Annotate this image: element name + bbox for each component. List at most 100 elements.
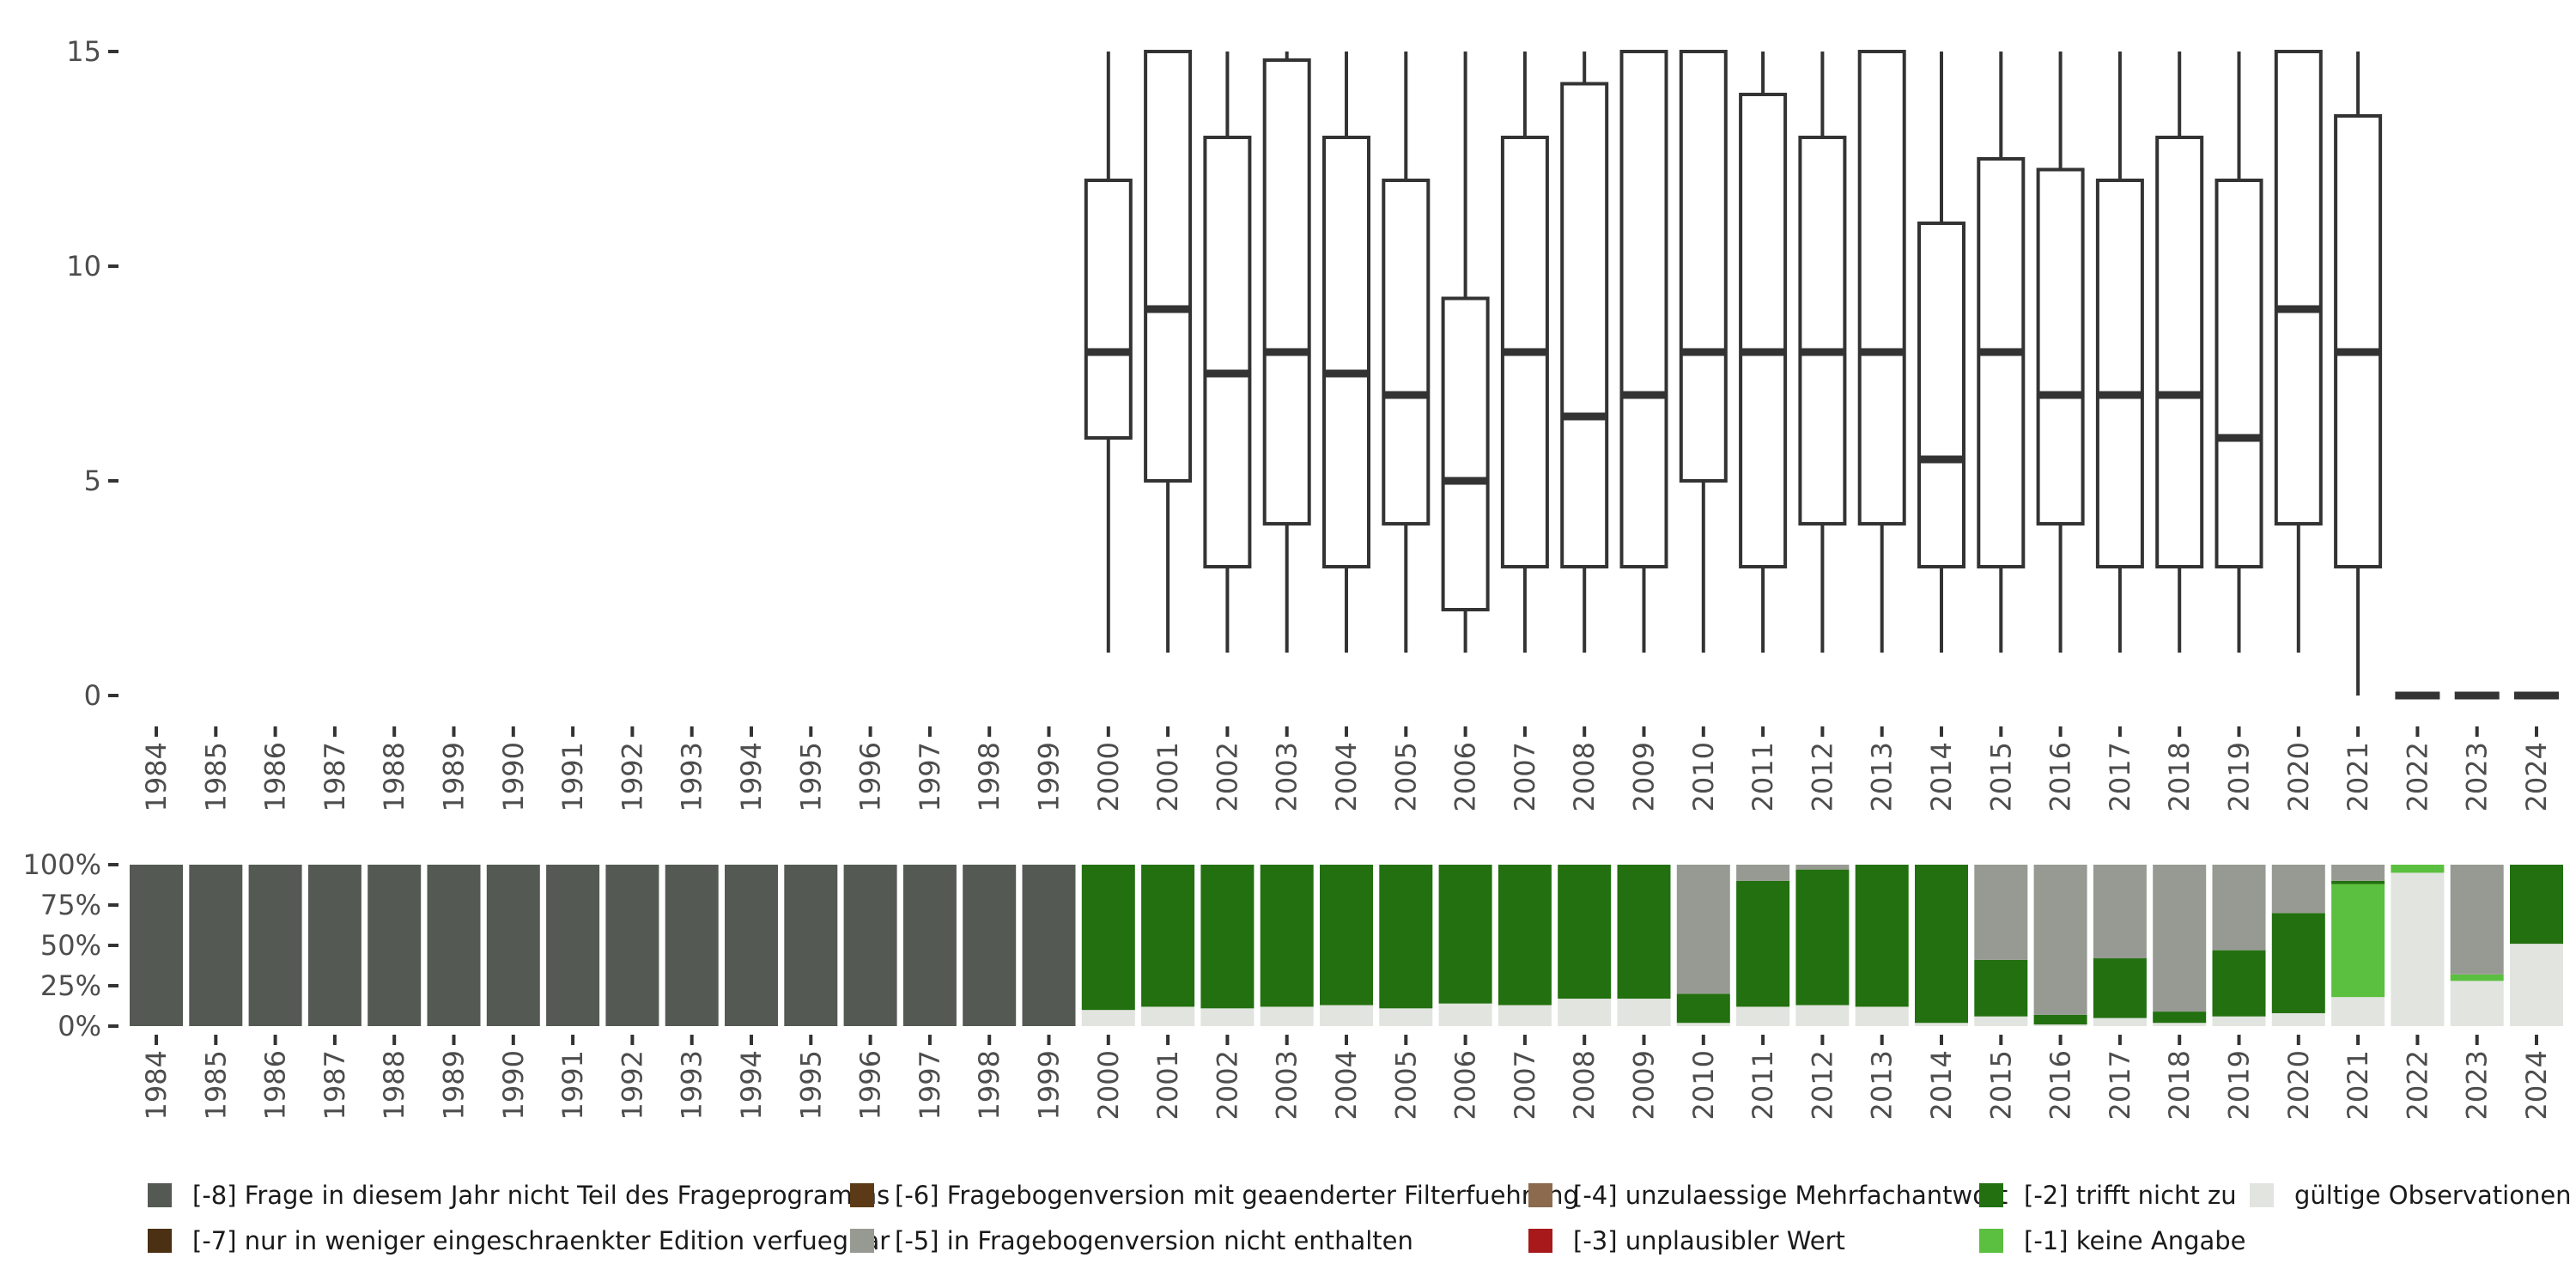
boxplot-x-tick-label: 1993 bbox=[676, 742, 708, 811]
legend-item: [-2] trifft nicht zu bbox=[1979, 1181, 2237, 1210]
bar-segment-2023-m1 bbox=[2450, 974, 2504, 981]
bar-segment-1997-m8 bbox=[902, 865, 957, 1026]
bar-segment-2023-m5 bbox=[2450, 865, 2504, 975]
bar-x-tick-label: 2010 bbox=[1687, 1050, 1720, 1120]
boxplot-x-tick-label: 2023 bbox=[2461, 742, 2494, 811]
boxplot-x-tick-label: 1987 bbox=[319, 742, 351, 811]
bar-segment-2015-m5 bbox=[1974, 865, 2028, 960]
bar-x-tick-label: 2023 bbox=[2461, 1050, 2494, 1120]
bar-segment-1998-m8 bbox=[963, 865, 1017, 1026]
box-iqr bbox=[1441, 296, 1490, 611]
bar-segment-2015-m2 bbox=[1974, 959, 2028, 1017]
boxplot-x-tick-label: 1989 bbox=[438, 742, 471, 811]
box-iqr bbox=[1619, 50, 1668, 568]
boxplot-x-tick-label: 2016 bbox=[2044, 742, 2077, 811]
boxplot-x-tick-label: 1994 bbox=[735, 742, 768, 811]
box-2006 bbox=[1441, 52, 1490, 653]
bar-y-tick-label: 0% bbox=[58, 1010, 101, 1042]
legend-label: [-3] unplausibler Wert bbox=[1573, 1226, 1845, 1255]
box-2008 bbox=[1560, 52, 1609, 653]
boxplot-x-tick-label: 1999 bbox=[1033, 742, 1066, 811]
bar-segment-2001-m2 bbox=[1141, 865, 1195, 1007]
boxplot-x-tick-label: 2003 bbox=[1271, 742, 1303, 811]
bar-segment-2002-valid bbox=[1200, 1008, 1255, 1026]
legend-label: [-4] unzulaessige Mehrfachantwort bbox=[1573, 1181, 2008, 1210]
box-2012 bbox=[1798, 52, 1847, 653]
box-iqr bbox=[2155, 136, 2204, 568]
boxplot-x-tick-label: 2014 bbox=[1925, 742, 1958, 811]
boxplot-x-tick-label: 2005 bbox=[1389, 742, 1422, 811]
box-iqr bbox=[1917, 222, 1965, 568]
bar-segment-2020-valid bbox=[2271, 1012, 2325, 1026]
box-2011 bbox=[1739, 52, 1788, 653]
bar-x-tick-label: 1991 bbox=[556, 1050, 589, 1120]
boxplot-x-tick-label: 2011 bbox=[1747, 742, 1779, 811]
legend-label: [-8] Frage in diesem Jahr nicht Teil des… bbox=[192, 1181, 890, 1210]
bar-segment-2011-m2 bbox=[1736, 880, 1790, 1007]
bar-segment-2005-valid bbox=[1379, 1008, 1433, 1026]
bar-segment-2016-m2 bbox=[2033, 1014, 2087, 1025]
box-iqr bbox=[2095, 179, 2144, 568]
bar-segment-2000-valid bbox=[1081, 1010, 1135, 1026]
bar-segment-2001-valid bbox=[1141, 1006, 1195, 1026]
bar-segment-2021-valid bbox=[2331, 997, 2385, 1026]
bar-x-tick-label: 2003 bbox=[1271, 1050, 1303, 1120]
bar-x-tick-label: 2009 bbox=[1628, 1050, 1661, 1120]
bar-segment-2009-valid bbox=[1617, 999, 1671, 1026]
box-2019 bbox=[2215, 52, 2263, 653]
box-iqr bbox=[1679, 50, 1728, 483]
bar-segment-2017-valid bbox=[2093, 1018, 2147, 1026]
legend-item: [-4] unzulaessige Mehrfachantwort bbox=[1528, 1181, 2008, 1210]
legend-swatch bbox=[148, 1229, 172, 1253]
bar-segment-2020-m2 bbox=[2271, 913, 2325, 1013]
bar-segment-1993-m8 bbox=[665, 865, 719, 1026]
boxplot-x-tick-label: 2017 bbox=[2104, 742, 2136, 811]
bar-x-tick-label: 2017 bbox=[2104, 1050, 2136, 1120]
bar-x-tick-label: 2005 bbox=[1389, 1050, 1422, 1120]
bar-segment-1999-m8 bbox=[1022, 865, 1076, 1026]
bar-segment-2018-m2 bbox=[2153, 1012, 2207, 1024]
bar-x-tick-label: 1994 bbox=[735, 1050, 768, 1120]
bar-x-tick-label: 2020 bbox=[2282, 1050, 2315, 1120]
bar-x-tick-label: 2016 bbox=[2044, 1050, 2077, 1120]
bar-x-tick-label: 2015 bbox=[1984, 1050, 2017, 1120]
box-2016 bbox=[2036, 52, 2085, 653]
stacked-bar-panel: 0% 25% 50% 75% 100% 1984 1985 1986 1987 1988 1989 1… bbox=[23, 848, 2563, 1120]
legend-item: [-1] keine Angabe bbox=[1979, 1226, 2246, 1255]
bar-x-tick-label: 1992 bbox=[616, 1050, 648, 1120]
bar-segment-2011-m5 bbox=[1736, 865, 1790, 881]
bar-segment-1986-m8 bbox=[248, 865, 302, 1026]
bar-segment-1996-m8 bbox=[843, 865, 897, 1026]
boxplot-y-tick-label: 10 bbox=[66, 250, 101, 283]
bar-segment-2006-valid bbox=[1438, 1003, 1492, 1026]
box-iqr bbox=[1798, 136, 1847, 526]
bar-x-tick-label: 2014 bbox=[1925, 1050, 1958, 1120]
box-iqr bbox=[1084, 179, 1133, 440]
bar-segment-1985-m8 bbox=[189, 865, 243, 1026]
boxplot-x-tick-label: 1988 bbox=[378, 742, 410, 811]
bar-x-tick-label: 2000 bbox=[1092, 1050, 1125, 1120]
bar-segment-2014-m2 bbox=[1915, 865, 1968, 1024]
legend: [-8] Frage in diesem Jahr nicht Teil des… bbox=[148, 1181, 2572, 1255]
bar-segment-2014-valid bbox=[1915, 1023, 1968, 1026]
box-2001 bbox=[1144, 50, 1193, 653]
bar-x-tick-label: 2001 bbox=[1151, 1050, 1184, 1120]
legend-item: [-5] in Fragebogenversion nicht enthalte… bbox=[850, 1226, 1413, 1255]
bar-x-tick-label: 2012 bbox=[1806, 1050, 1838, 1120]
boxplot-x-tick-label: 1992 bbox=[616, 742, 648, 811]
bar-x-tick-label: 2011 bbox=[1747, 1050, 1779, 1120]
legend-swatch bbox=[850, 1229, 874, 1253]
bar-segment-1988-m8 bbox=[368, 865, 422, 1026]
bar-segment-2008-valid bbox=[1558, 999, 1612, 1026]
boxplot-x-tick-label: 2019 bbox=[2223, 742, 2256, 811]
boxplot-x-tick-label: 2015 bbox=[1984, 742, 2017, 811]
box-2000 bbox=[1084, 52, 1133, 653]
bar-x-tick-label: 2006 bbox=[1449, 1050, 1482, 1120]
bar-x-tick-label: 2002 bbox=[1211, 1050, 1243, 1120]
bar-segment-2010-valid bbox=[1676, 1023, 1730, 1026]
box-iqr bbox=[1144, 50, 1193, 483]
bar-segment-2023-valid bbox=[2450, 981, 2504, 1026]
bar-segment-2005-m2 bbox=[1379, 865, 1433, 1009]
bar-x-tick-label: 2004 bbox=[1330, 1050, 1363, 1120]
